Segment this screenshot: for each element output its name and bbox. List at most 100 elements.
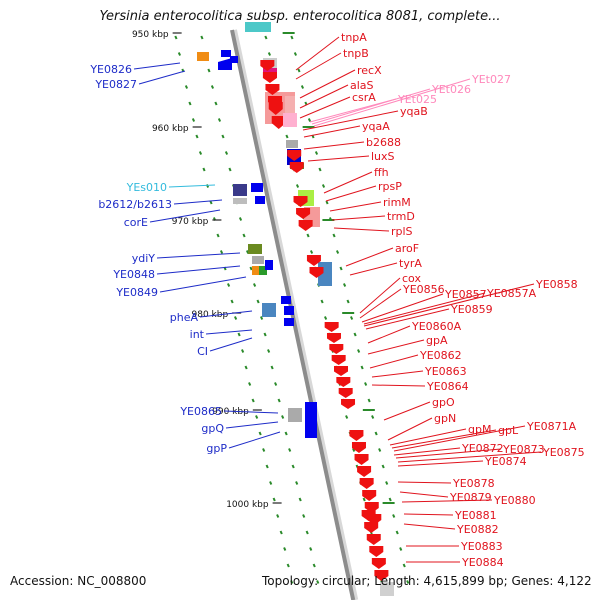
- gene-label-right: gpL: [498, 424, 519, 437]
- gene-label-left: gpP: [206, 442, 227, 455]
- track-tick: [283, 547, 287, 551]
- label-connector: [363, 283, 535, 327]
- label-connector: [223, 410, 279, 414]
- left-gene: [197, 52, 209, 61]
- genome-stats-text: Topology: circular; Length: 4,615,899 bp…: [262, 574, 592, 588]
- track-tick: [285, 134, 289, 139]
- track-tick: [350, 316, 354, 320]
- track-tick: [227, 283, 231, 287]
- gene-label-right: YE0871A: [526, 420, 577, 433]
- gene-label-right: gpM: [468, 423, 491, 436]
- right-gene: [380, 582, 394, 596]
- track-tick: [306, 233, 310, 238]
- map-title: Yersinia enterocolitica subsp. enterocol…: [99, 9, 501, 24]
- label-connector: [393, 447, 461, 456]
- track-tick: [374, 431, 378, 436]
- track-tick: [195, 134, 199, 139]
- track-tick: [258, 431, 262, 436]
- track-tick: [353, 332, 357, 337]
- label-connector: [393, 425, 526, 452]
- label-connector: [403, 523, 456, 530]
- gene-arrow: [354, 454, 369, 465]
- track-tick: [402, 563, 406, 568]
- track-tick: [305, 530, 309, 535]
- gene-arrow: [309, 267, 324, 278]
- label-connector: [391, 429, 497, 449]
- left-gene: [230, 56, 238, 63]
- track-tick: [343, 283, 347, 287]
- gene-arrow: [329, 344, 344, 354]
- label-connector: [365, 308, 450, 330]
- left-gene: [281, 296, 291, 304]
- label-connector: [333, 227, 390, 232]
- label-connector: [369, 354, 419, 369]
- gene-label-right: YE0859: [450, 303, 493, 316]
- gene-label-right: gpO: [432, 396, 455, 409]
- track-tick: [264, 35, 268, 40]
- label-connector: [325, 185, 377, 202]
- track-tick: [324, 316, 328, 320]
- track-tick: [234, 316, 238, 320]
- scale-label: 990 kbp: [212, 407, 249, 417]
- track-tick: [307, 118, 312, 122]
- gene-label-right: YE0860A: [411, 320, 462, 333]
- track-tick: [191, 118, 196, 122]
- label-connector: [205, 329, 253, 335]
- track-tick: [297, 68, 301, 73]
- track-tick: [230, 299, 234, 304]
- label-connector: [299, 84, 349, 109]
- gene-label-left: YE0848: [112, 268, 155, 281]
- gene-label-right: rpsP: [378, 180, 402, 193]
- label-connector: [133, 62, 181, 70]
- track-tick: [207, 68, 211, 73]
- gene-arrow: [298, 220, 313, 231]
- label-connector: [299, 69, 356, 99]
- track-tick: [221, 134, 225, 139]
- label-connector: [361, 293, 444, 323]
- gene-arrow: [287, 150, 302, 161]
- gene-arrow: [265, 84, 280, 95]
- gene-label-right: YE0883: [460, 540, 503, 553]
- track-tick: [214, 101, 218, 106]
- gene-label-right: tnpB: [343, 47, 369, 60]
- left-gene: [233, 198, 247, 204]
- label-connector: [225, 421, 279, 429]
- label-connector: [323, 171, 373, 194]
- label-connector: [395, 448, 502, 459]
- label-connector: [397, 481, 452, 484]
- track-tick: [392, 514, 396, 518]
- gene-arrow: [268, 102, 283, 115]
- track-tick: [217, 118, 222, 122]
- scale-label: 970 kbp: [172, 217, 209, 227]
- label-connector: [383, 401, 431, 421]
- left-gene: [233, 184, 247, 196]
- gene-label-right: cox: [402, 272, 421, 285]
- track-tick: [357, 349, 361, 353]
- gene-label-right: YE0884: [461, 556, 504, 569]
- track-tick: [367, 398, 371, 403]
- track-tick: [388, 497, 392, 502]
- track-tick: [346, 299, 350, 304]
- label-connector: [295, 52, 342, 80]
- label-connector: [173, 199, 223, 205]
- left-gene: [305, 402, 317, 438]
- gene-arrow: [366, 534, 381, 545]
- track-tick: [267, 52, 272, 56]
- track-tick: [385, 481, 389, 485]
- gene-arrow: [260, 60, 275, 71]
- track-tick: [335, 250, 340, 254]
- track-tick: [371, 415, 375, 419]
- track-tick: [184, 85, 189, 89]
- left-gene: [255, 196, 265, 204]
- gene-label-left: corE: [124, 216, 148, 229]
- gene-label-left: CI: [197, 345, 208, 358]
- track-tick: [242, 233, 246, 238]
- gene-label-left: YE0849: [115, 286, 158, 299]
- track-tick: [286, 563, 290, 568]
- track-tick: [288, 448, 292, 452]
- track-tick: [255, 415, 259, 419]
- gene-arrow: [336, 377, 351, 387]
- track-tick: [332, 233, 336, 238]
- label-connector: [159, 276, 247, 293]
